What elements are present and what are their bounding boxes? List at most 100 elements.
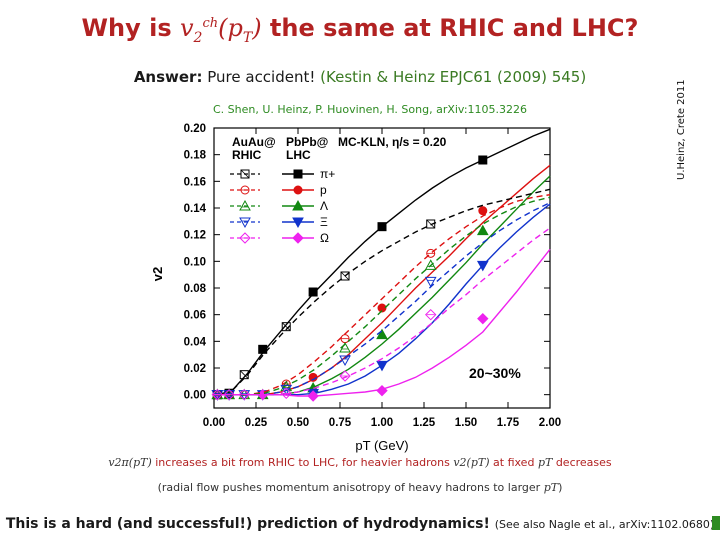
math-v2-pi: v2π(pT) [108, 456, 152, 469]
x-tick-label: 0.50 [287, 417, 309, 429]
text-line-1-a: increases a bit from RHIC to LHC, for he… [155, 456, 450, 469]
legend-lhc-marker [292, 217, 304, 229]
legend-lhc-marker [293, 169, 303, 179]
x-tick-label: 0.75 [329, 417, 352, 429]
title-lead: Why is [81, 14, 172, 42]
slide-title: Why is v2ch(pT) the same at RHIC and LHC… [0, 14, 720, 46]
legend-rhic-marker-cross [240, 169, 250, 179]
title-tail: the same at RHIC and LHC? [269, 14, 639, 42]
data-point-rhic-L [424, 259, 437, 270]
text-line-2-a: (radial flow pushes momentum anisotropy … [157, 481, 541, 494]
data-point-lhc-p [377, 303, 387, 313]
y-tick-label: 0.14 [184, 203, 207, 215]
data-point-lhc-p [308, 372, 318, 382]
y-tick-label: 0.06 [184, 310, 206, 322]
data-point-rhic-pi [239, 370, 249, 380]
y-tick-label: 0.02 [184, 363, 206, 375]
legend-header-rhic-2: RHIC [232, 148, 262, 162]
title-math-v: v [179, 14, 194, 42]
series-line-rhic-O [214, 227, 551, 396]
legend-model-label: MC-KLN, η/s = 0.20 [338, 135, 447, 149]
data-point-lhc-X [376, 360, 388, 372]
side-label: U.Heinz, Crete 2011 [676, 79, 687, 180]
data-point-lhc-O [307, 390, 319, 402]
answer-label: Answer: [133, 68, 203, 86]
data-point-rhic-pi [426, 219, 436, 229]
data-point-lhc-L [476, 224, 489, 236]
y-tick-label: 0.20 [184, 123, 206, 135]
data-point-rhic-O [425, 308, 437, 321]
legend-header-rhic-1: AuAu@ [232, 135, 276, 149]
data-point-rhic-pi [281, 322, 291, 332]
v2-chart: 0.00 0.25 0.50 0.75 1.00 1.25 1.50 1.75 2.00 0.00… [150, 123, 561, 453]
bottom-text: This is a hard (and successful!) predict… [5, 516, 490, 532]
text-line-1-c: decreases [555, 456, 612, 469]
x-tick-label: 0.00 [203, 417, 225, 429]
x-tick-label: 2.00 [539, 417, 561, 429]
legend-entry-label: π+ [320, 167, 335, 181]
x-tick-label: 1.50 [455, 417, 477, 429]
text-line-2-b: ) [558, 481, 563, 494]
data-point-lhc-pi [377, 222, 387, 232]
y-tick-label: 0.00 [184, 390, 206, 402]
text-line-1: v2π(pT) increases a bit from RHIC to LHC… [0, 456, 720, 469]
data-point-lhc-pi [258, 344, 268, 354]
data-point-rhic-O [211, 388, 224, 401]
math-v2: v2(pT) [453, 456, 490, 469]
title-math-arg-close: ) [252, 14, 262, 42]
legend-rhic-marker [240, 169, 250, 179]
data-point-rhic-pi-cross [239, 370, 249, 379]
x-tick-label: 1.75 [497, 417, 520, 429]
y-tick-label: 0.04 [184, 336, 207, 348]
x-tick-label: 1.00 [371, 417, 393, 429]
legend-rhic-marker [239, 199, 251, 211]
legend-lhc-marker [292, 232, 304, 244]
data-point-lhc-L [376, 328, 388, 340]
legend-rhic-marker [239, 232, 251, 244]
math-pt-2: pT [543, 481, 559, 494]
data-point-lhc-O [376, 384, 388, 397]
data-point-rhic-pi [340, 271, 350, 281]
bottom-reference: (See also Nagle et al., arXiv:1102.0680) [494, 518, 715, 531]
data-point-rhic-X [280, 384, 293, 396]
y-tick-label: 0.08 [184, 283, 207, 295]
text-line-2: (radial flow pushes momentum anisotropy … [0, 481, 720, 494]
figure-credit: C. Shen, U. Heinz, P. Huovinen, H. Song,… [212, 103, 528, 116]
y-tick-label: 0.16 [184, 176, 206, 188]
data-point-rhic-O [223, 388, 235, 401]
y-tick-label: 0.12 [184, 230, 206, 242]
legend-entry-label: Λ [320, 199, 328, 213]
centrality-label: 20~30% [469, 365, 521, 381]
data-point-rhic-pi-cross [281, 322, 291, 331]
x-tick-label: 0.25 [245, 417, 268, 429]
data-point-rhic-pi-cross [340, 271, 350, 281]
answer-line: Answer: Pure accident! (Kestin & Heinz E… [0, 68, 720, 86]
answer-reference: (Kestin & Heinz EPJC61 (2009) 545) [320, 68, 587, 86]
data-point-lhc-p [478, 206, 488, 216]
data-point-rhic-O [280, 387, 292, 400]
series-line-rhic-p [214, 194, 551, 396]
y-tick-label: 0.10 [184, 256, 206, 268]
legend-header-lhc-1: PbPb@ [286, 135, 328, 149]
series-line-lhc-p [214, 164, 551, 396]
bottom-line: This is a hard (and successful!) predict… [0, 516, 720, 532]
data-point-rhic-O [339, 370, 351, 382]
legend-lhc-marker [293, 185, 303, 195]
data-point-lhc-pi [308, 287, 318, 297]
title-math-arg-sub: T [242, 29, 253, 46]
data-point-rhic-X [424, 276, 437, 288]
y-axis-label: v2 [150, 267, 165, 281]
title-math: v2ch(pT) [179, 14, 262, 46]
data-point-rhic-O [238, 388, 250, 401]
legend-lhc-marker [292, 199, 304, 211]
data-point-rhic-X [339, 355, 351, 367]
legend-header-lhc-2: LHC [286, 148, 311, 162]
title-math-sup: ch [202, 16, 219, 31]
legend-rhic-marker [239, 217, 251, 229]
legend-entry-label: Ω [320, 231, 329, 245]
data-point-lhc-O [477, 312, 489, 325]
x-tick-label: 1.25 [413, 417, 436, 429]
series-line-lhc-X [214, 203, 551, 396]
x-axis-label: pT (GeV) [355, 438, 408, 453]
series-line-rhic-X [214, 202, 551, 396]
